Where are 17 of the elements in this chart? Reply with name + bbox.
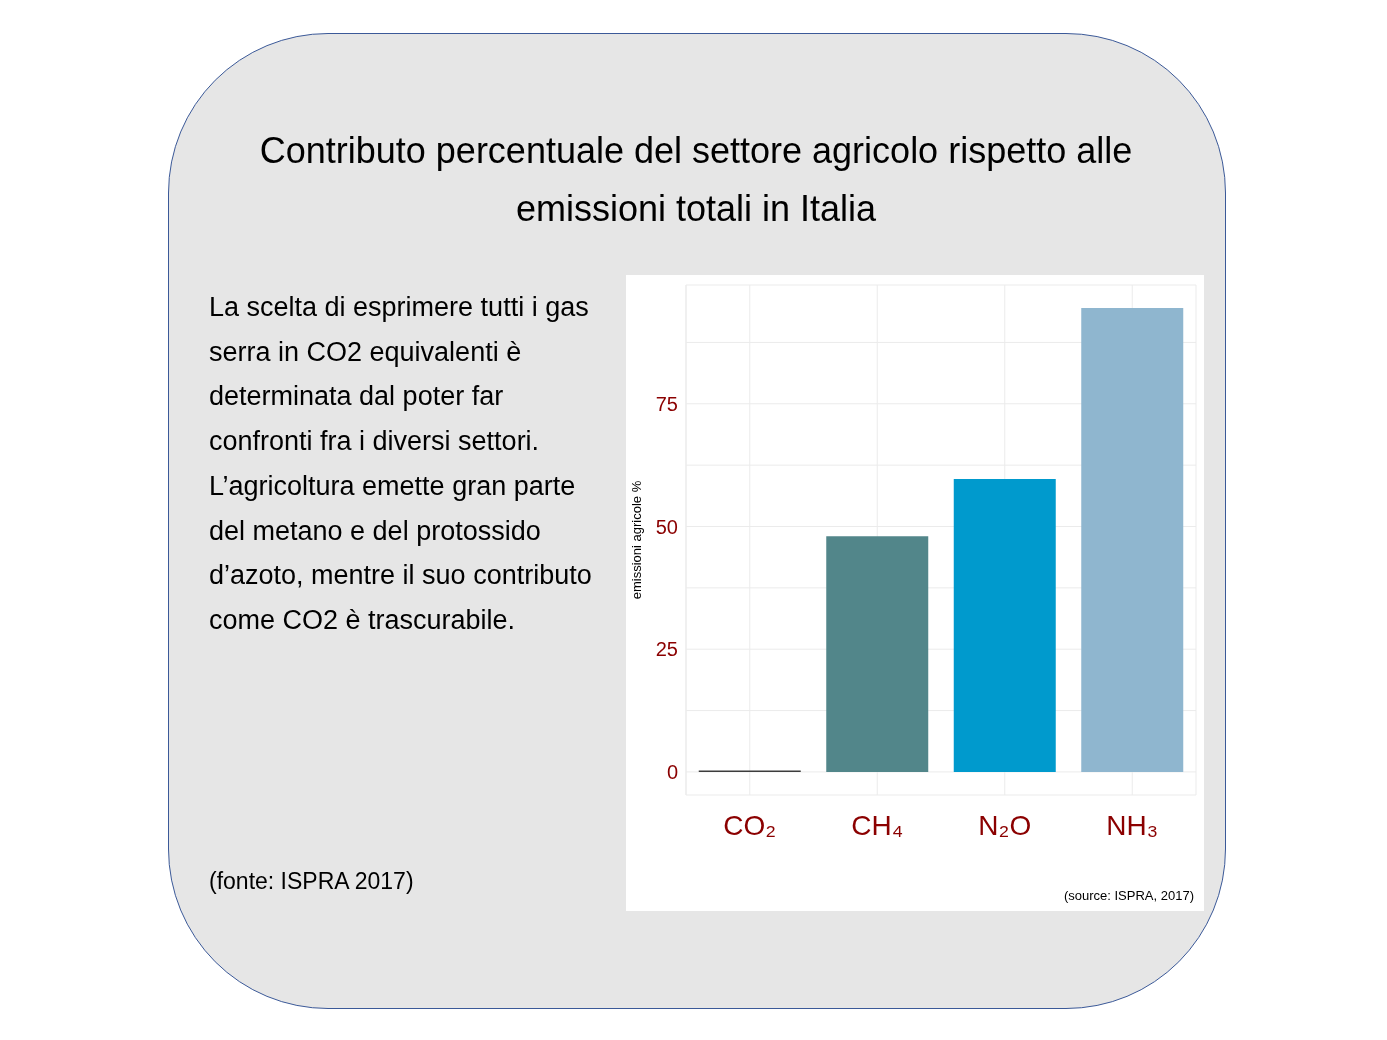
chart-title: Contributo percentuale del settore agricolo rispetto alle emissioni totali in Italia — [258, 129, 1134, 231]
y-tick-label: 25 — [655, 638, 678, 661]
bar — [1081, 308, 1184, 772]
text: L’agricoltura emette gran parte del metano e del protossido d’azoto, mentre il suo contributo come CO2 è trascurabile. — [209, 469, 593, 637]
y-tick-label: 0 — [666, 761, 678, 784]
x-tick-label: NH₃ — [1106, 809, 1159, 841]
text: La scelta di esprimere tutti i gas serra in CO2 equivalenti è determinata dal poter far confronti fra i diversi settori. — [209, 291, 590, 459]
x-tick-label: CH₄ — [851, 809, 904, 841]
y-tick-label: 50 — [655, 515, 678, 538]
text: (fonte: ISPRA 2017) — [209, 868, 414, 895]
y-axis-title: emissioni agricole % — [628, 480, 644, 600]
y-tick-label: 75 — [655, 392, 678, 415]
x-tick-label: N₂O — [978, 809, 1032, 841]
bar — [953, 478, 1056, 772]
x-tick-label: CO₂ — [723, 809, 777, 841]
bar — [826, 536, 929, 772]
text: (source: ISPRA, 2017) — [1063, 888, 1194, 903]
